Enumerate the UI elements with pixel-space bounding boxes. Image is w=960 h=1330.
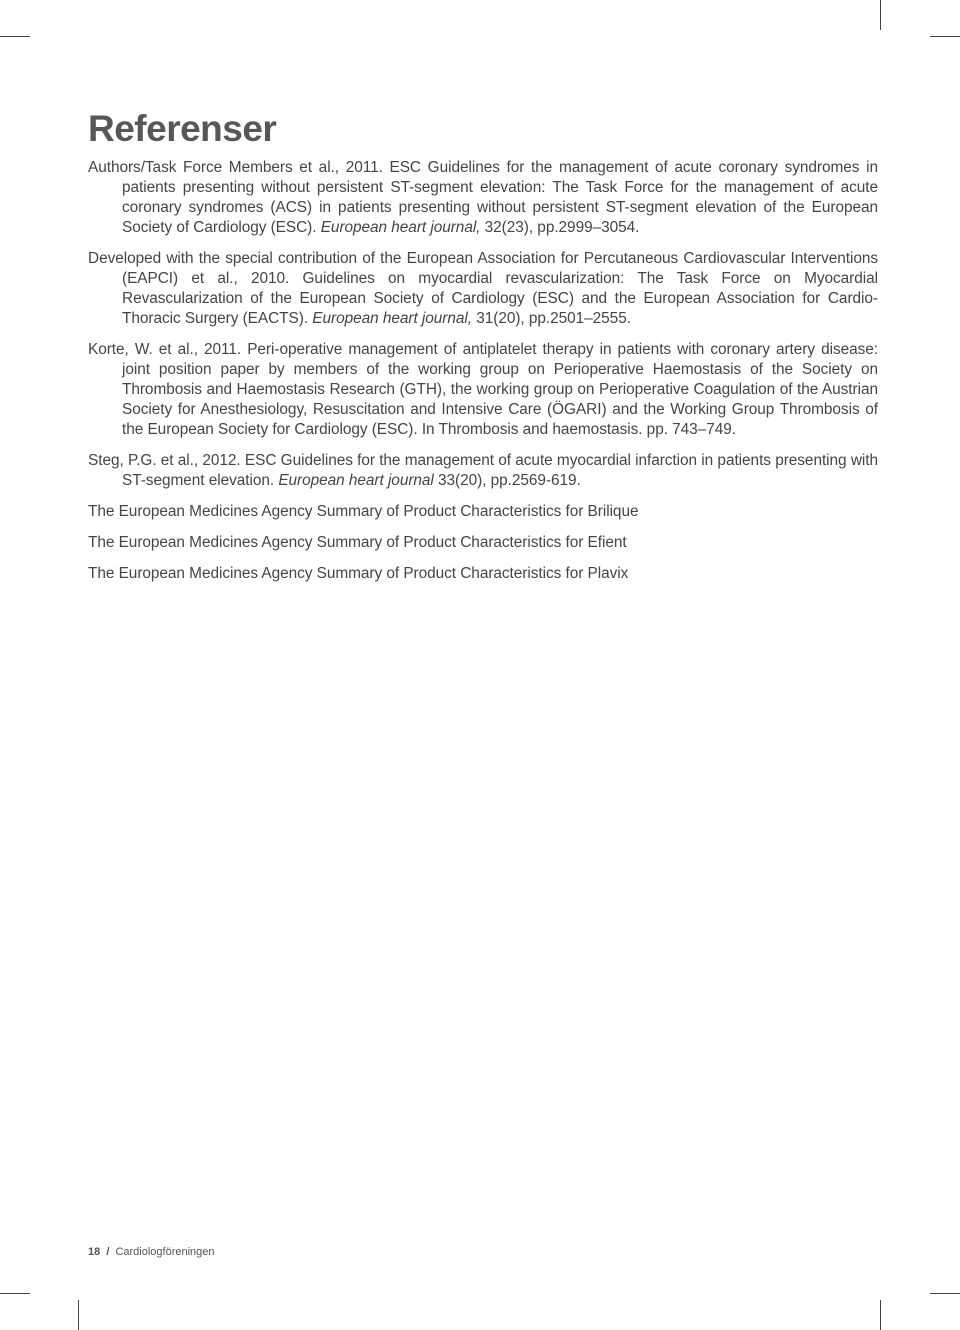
reference-entry: The European Medicines Agency Summary of… [88, 502, 878, 522]
reference-entry: The European Medicines Agency Summary of… [88, 533, 878, 553]
page-content: Referenser Authors/Task Force Members et… [88, 108, 878, 595]
footer-source: Cardiologföreningen [115, 1246, 214, 1258]
page-footer: 18 / Cardiologföreningen [88, 1246, 215, 1258]
reference-entry: Developed with the special contribution … [88, 249, 878, 329]
references-list: Authors/Task Force Members et al., 2011.… [88, 158, 878, 584]
page-title: Referenser [88, 108, 878, 150]
footer-separator: / [106, 1246, 109, 1258]
reference-entry: Korte, W. et al., 2011. Peri-operative m… [88, 340, 878, 440]
reference-entry: The European Medicines Agency Summary of… [88, 564, 878, 584]
reference-entry: Authors/Task Force Members et al., 2011.… [88, 158, 878, 238]
page-number: 18 [88, 1246, 100, 1258]
reference-entry: Steg, P.G. et al., 2012. ESC Guidelines … [88, 451, 878, 491]
